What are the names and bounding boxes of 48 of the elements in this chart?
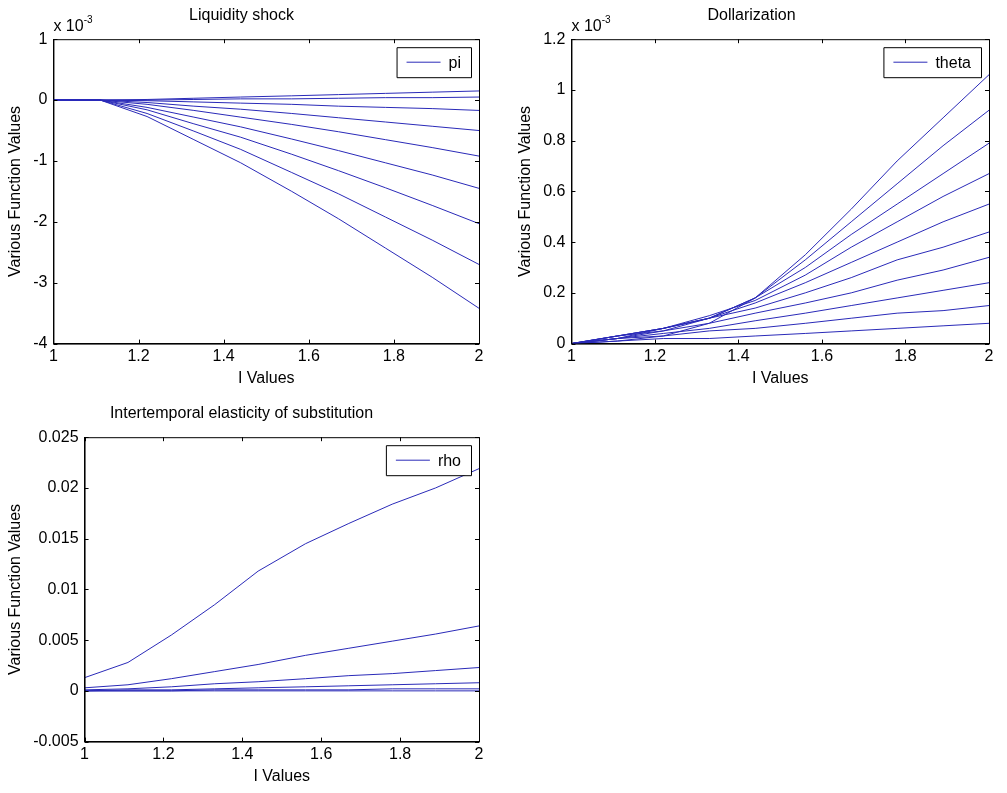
x-tick-label: 1.8 bbox=[388, 744, 412, 762]
y-tick-label: 0 bbox=[69, 681, 79, 699]
x-tick-label: 2 bbox=[474, 346, 484, 364]
x-tick-label: 2 bbox=[474, 744, 484, 762]
y-tick-label: 0.8 bbox=[543, 131, 566, 149]
chart-title: Dollarization bbox=[707, 6, 796, 24]
y-axis-title: Various Function Values bbox=[6, 105, 24, 277]
x-tick-label: 1.4 bbox=[727, 346, 750, 364]
y-tick-label: 1 bbox=[556, 80, 566, 98]
x-tick-label: 1.4 bbox=[231, 744, 254, 762]
y-axis-title: Various Function Values bbox=[6, 503, 24, 675]
y-tick-label: 0.01 bbox=[47, 579, 79, 597]
y-tick-label: 0 bbox=[556, 334, 566, 352]
x-tick-label: 1.2 bbox=[127, 346, 150, 364]
x-tick-label: 1.8 bbox=[382, 346, 406, 364]
y-tick-label: 1 bbox=[38, 29, 48, 47]
y-tick-label: -3 bbox=[33, 273, 48, 291]
y-tick-label: -1 bbox=[33, 151, 48, 169]
x-axis-title: I Values bbox=[237, 368, 295, 386]
y-tick-label: 0.4 bbox=[543, 232, 566, 250]
x-tick-label: 1.2 bbox=[643, 346, 667, 364]
y-tick-label: 0.025 bbox=[38, 427, 79, 445]
x-tick-label: 1.6 bbox=[310, 744, 333, 762]
x-tick-label: 1.6 bbox=[810, 346, 834, 364]
x-tick-label: 1.4 bbox=[212, 346, 235, 364]
y-tick-label: 0 bbox=[38, 90, 48, 108]
legend-label: pi bbox=[448, 53, 461, 71]
y-tick-label: -4 bbox=[33, 334, 48, 352]
y-tick-label: 0.6 bbox=[543, 181, 566, 199]
legend-label: rho bbox=[437, 451, 462, 469]
x-axis-title: I Values bbox=[253, 766, 311, 784]
y-tick-label: 0.2 bbox=[543, 283, 566, 301]
y-tick-label: 0.02 bbox=[47, 478, 79, 496]
y-tick-label: -0.005 bbox=[33, 732, 79, 750]
x-axis-title: I Values bbox=[751, 368, 809, 386]
x-tick-label: 1.6 bbox=[297, 346, 320, 364]
x-tick-label: 2 bbox=[984, 346, 994, 364]
x-tick-label: 1.2 bbox=[152, 744, 175, 762]
y-tick-label: 0.005 bbox=[38, 630, 79, 648]
chart-title: Intertemporal elasticity of substitution bbox=[109, 404, 374, 422]
y-tick-label: 1.2 bbox=[543, 29, 566, 47]
chart-title: Liquidity shock bbox=[189, 6, 295, 24]
x-tick-label: 1.8 bbox=[894, 346, 917, 364]
x-tick-label: 1 bbox=[80, 744, 90, 762]
y-tick-label: 0.015 bbox=[38, 529, 79, 547]
y-tick-label: -2 bbox=[33, 212, 48, 230]
y-axis-title: Various Function Values bbox=[516, 105, 534, 277]
legend-label: theta bbox=[935, 53, 972, 71]
